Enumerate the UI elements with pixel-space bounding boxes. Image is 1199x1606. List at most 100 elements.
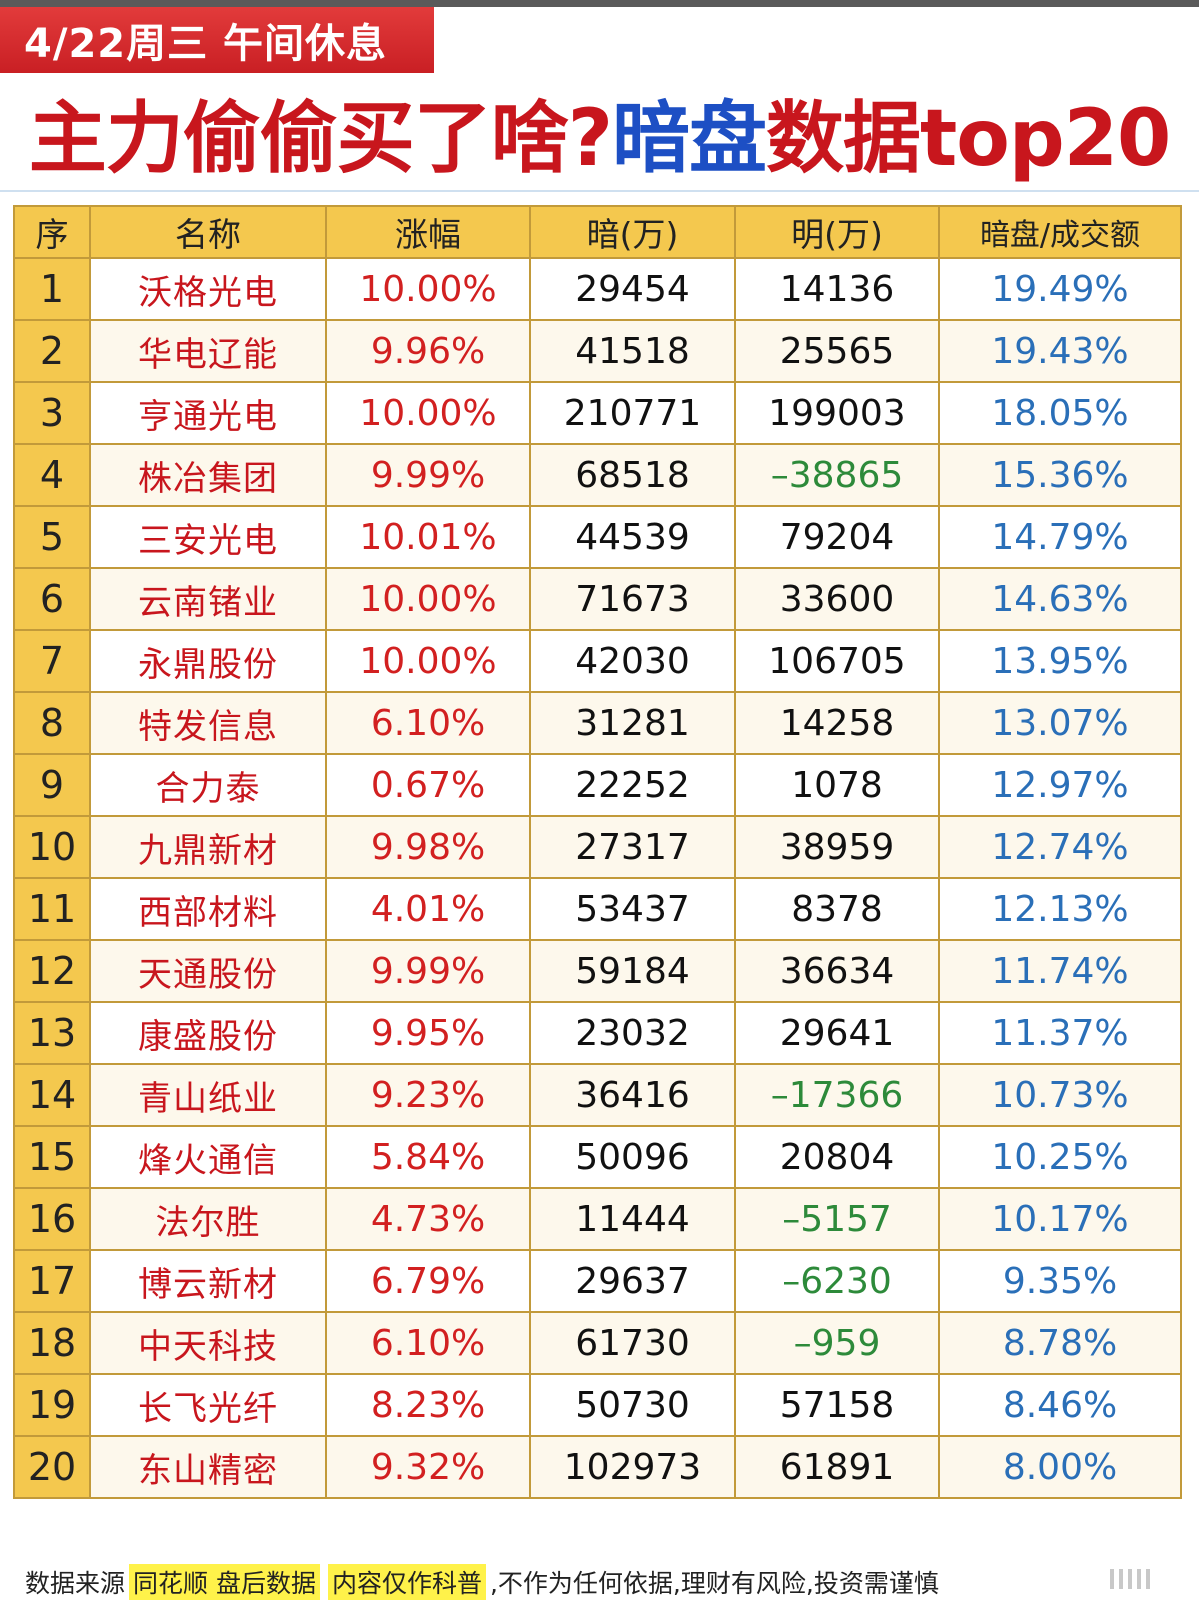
table-row: 2 华电辽能 9.96% 41518 25565 19.43% [13,319,1182,383]
dark-pool-table: 序 名称 涨幅 暗(万) 明(万) 暗盘/成交额 1 沃格光电 10.00% 2945… [13,205,1182,1499]
footer: 数据来源 同花顺 盘后数据 内容仅作科普 ,不作为任何依据,理财有风险,投资需谨… [25,1564,939,1600]
cell-change: 9.96% [325,319,531,383]
cell-ratio: 8.46% [938,1373,1182,1437]
title-part-1: 主力偷偷买了啥? [28,94,613,184]
cell-name: 西部材料 [89,877,327,941]
cell-change: 4.01% [325,877,531,941]
cell-ratio: 19.49% [938,257,1182,321]
cell-rank: 12 [13,939,91,1003]
footer-prefix: 数据来源 [25,1569,126,1598]
cell-dark: 23032 [529,1001,736,1065]
cell-name: 株冶集团 [89,443,327,507]
cell-lit: 57158 [734,1373,940,1437]
cell-lit: 14258 [734,691,940,755]
cell-ratio: 10.73% [938,1063,1182,1127]
table-row: 15 烽火通信 5.84% 50096 20804 10.25% [13,1125,1182,1189]
cell-lit: 20804 [734,1125,940,1189]
table-row: 14 青山纸业 9.23% 36416 –17366 10.73% [13,1063,1182,1127]
cell-name: 合力泰 [89,753,327,817]
cell-rank: 19 [13,1373,91,1437]
cell-rank: 1 [13,257,91,321]
table-row: 3 亨通光电 10.00% 210771 199003 18.05% [13,381,1182,445]
header-ratio: 暗盘/成交额 [938,205,1182,259]
table-row: 6 云南锗业 10.00% 71673 33600 14.63% [13,567,1182,631]
table-row: 18 中天科技 6.10% 61730 –959 8.78% [13,1311,1182,1375]
header-change: 涨幅 [325,205,531,259]
cell-ratio: 15.36% [938,443,1182,507]
table-body: 1 沃格光电 10.00% 29454 14136 19.49% 2 华电辽能 9.96% 415… [13,257,1182,1499]
cell-rank: 8 [13,691,91,755]
cell-change: 10.00% [325,381,531,445]
cell-rank: 18 [13,1311,91,1375]
cell-name: 东山精密 [89,1435,327,1499]
table-row: 1 沃格光电 10.00% 29454 14136 19.49% [13,257,1182,321]
cell-dark: 59184 [529,939,736,1003]
cell-name: 中天科技 [89,1311,327,1375]
table-row: 10 九鼎新材 9.98% 27317 38959 12.74% [13,815,1182,879]
cell-lit: –17366 [734,1063,940,1127]
cell-change: 6.79% [325,1249,531,1313]
cell-change: 10.01% [325,505,531,569]
cell-change: 9.99% [325,939,531,1003]
cell-name: 华电辽能 [89,319,327,383]
cell-ratio: 8.78% [938,1311,1182,1375]
cell-rank: 7 [13,629,91,693]
cell-dark: 27317 [529,815,736,879]
cell-lit: 106705 [734,629,940,693]
cell-ratio: 11.37% [938,1001,1182,1065]
cell-dark: 41518 [529,319,736,383]
header-rank: 序 [13,205,91,259]
table-row: 12 天通股份 9.99% 59184 36634 11.74% [13,939,1182,1003]
cell-rank: 9 [13,753,91,817]
cell-rank: 20 [13,1435,91,1499]
cell-ratio: 8.00% [938,1435,1182,1499]
cell-dark: 29454 [529,257,736,321]
cell-change: 9.99% [325,443,531,507]
table-row: 7 永鼎股份 10.00% 42030 106705 13.95% [13,629,1182,693]
cell-change: 5.84% [325,1125,531,1189]
table-row: 17 博云新材 6.79% 29637 –6230 9.35% [13,1249,1182,1313]
table-row: 20 东山精密 9.32% 102973 61891 8.00% [13,1435,1182,1499]
cell-dark: 61730 [529,1311,736,1375]
cell-change: 10.00% [325,567,531,631]
cell-dark: 22252 [529,753,736,817]
cell-name: 三安光电 [89,505,327,569]
cell-rank: 6 [13,567,91,631]
table-row: 11 西部材料 4.01% 53437 8378 12.13% [13,877,1182,941]
cell-lit: 25565 [734,319,940,383]
cell-dark: 50096 [529,1125,736,1189]
top-strip [0,0,1199,7]
cell-dark: 71673 [529,567,736,631]
cell-dark: 210771 [529,381,736,445]
cell-ratio: 14.63% [938,567,1182,631]
cell-dark: 31281 [529,691,736,755]
cell-rank: 16 [13,1187,91,1251]
cell-rank: 13 [13,1001,91,1065]
cell-name: 康盛股份 [89,1001,327,1065]
cell-dark: 42030 [529,629,736,693]
cell-ratio: 9.35% [938,1249,1182,1313]
data-table-wrapper: 序 名称 涨幅 暗(万) 明(万) 暗盘/成交额 1 沃格光电 10.00% 2945… [13,205,1182,1499]
table-row: 16 法尔胜 4.73% 11444 –5157 10.17% [13,1187,1182,1251]
date-banner-text: 4/22周三 午间休息 [24,21,388,67]
cell-change: 10.00% [325,629,531,693]
cell-change: 6.10% [325,1311,531,1375]
cell-change: 0.67% [325,753,531,817]
cell-lit: –38865 [734,443,940,507]
cell-dark: 68518 [529,443,736,507]
cell-dark: 29637 [529,1249,736,1313]
footer-source: 同花顺 盘后数据 [129,1564,320,1600]
table-row: 9 合力泰 0.67% 22252 1078 12.97% [13,753,1182,817]
cell-ratio: 12.97% [938,753,1182,817]
cell-ratio: 14.79% [938,505,1182,569]
cell-name: 青山纸业 [89,1063,327,1127]
cell-name: 博云新材 [89,1249,327,1313]
cell-ratio: 18.05% [938,381,1182,445]
cell-ratio: 19.43% [938,319,1182,383]
table-row: 4 株冶集团 9.99% 68518 –38865 15.36% [13,443,1182,507]
cell-name: 永鼎股份 [89,629,327,693]
cell-change: 8.23% [325,1373,531,1437]
cell-ratio: 11.74% [938,939,1182,1003]
cell-rank: 10 [13,815,91,879]
cell-name: 沃格光电 [89,257,327,321]
